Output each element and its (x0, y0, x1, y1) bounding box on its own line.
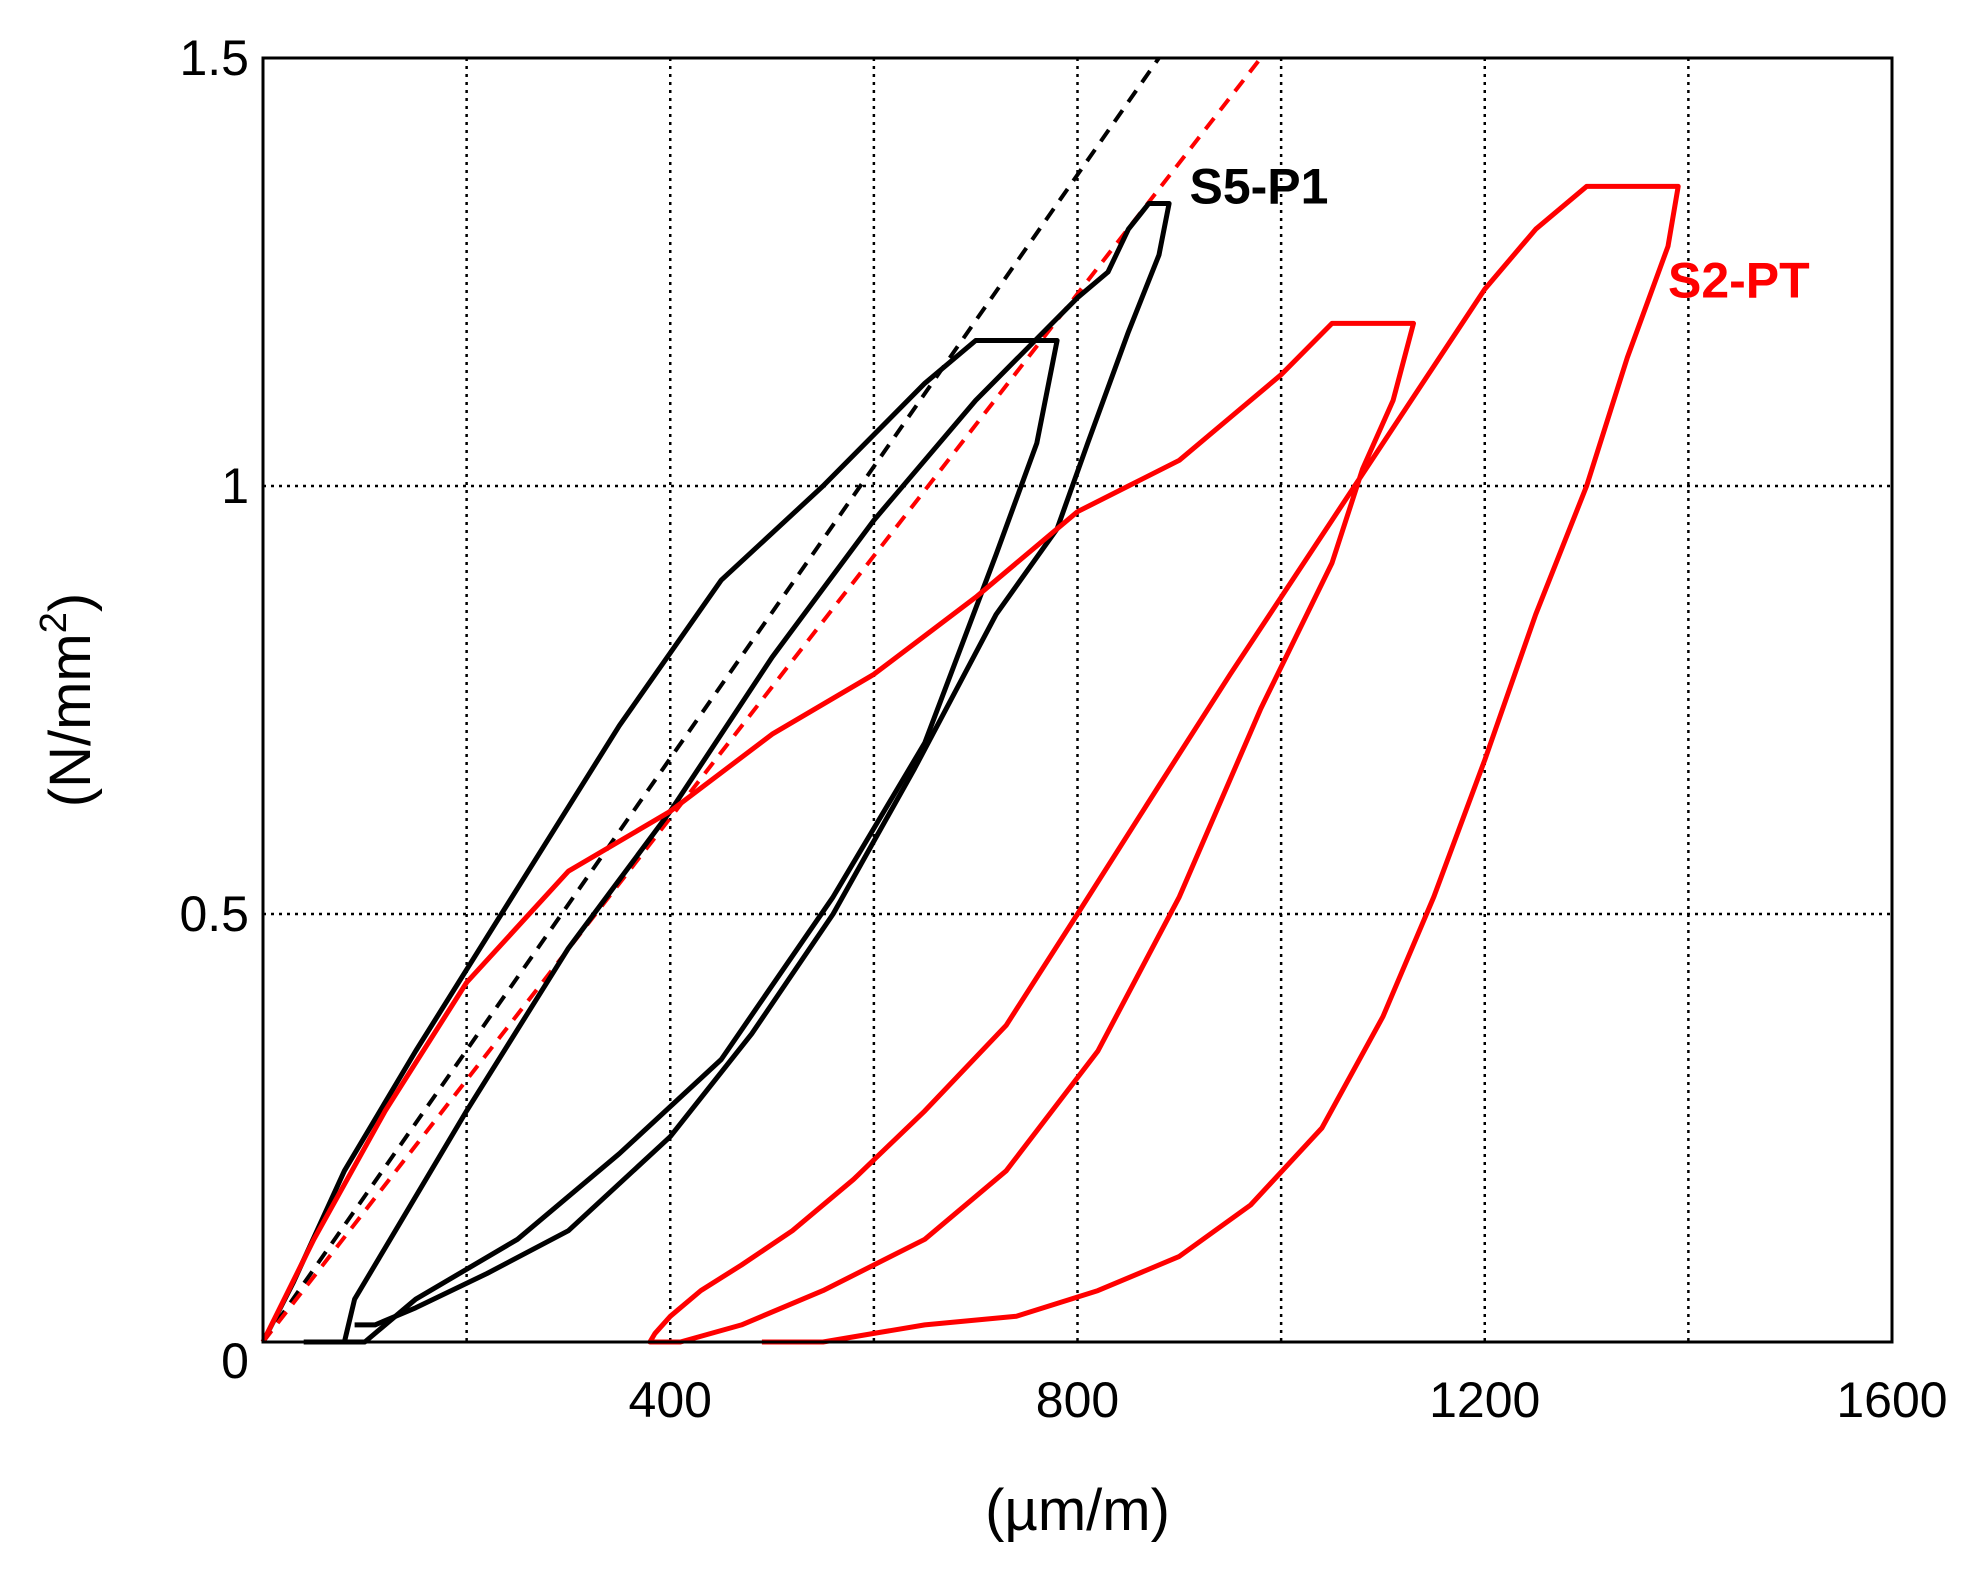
x-axis-title: (µm/m) (985, 1478, 1170, 1543)
series-label-s2-pt: S2-PT (1668, 253, 1810, 309)
y-tick-label-0.5: 0.5 (179, 886, 249, 942)
y-axis-title-unit: (N/mm (38, 633, 103, 807)
x-tick-label-400: 400 (629, 1372, 712, 1428)
x-tick-label-800: 800 (1036, 1372, 1119, 1428)
series-group (260, 183, 1681, 1345)
y-axis-title-close: ) (38, 593, 103, 612)
tick-labels: 0 400 800 1200 1600 0.5 1 1.5 (179, 30, 1947, 1428)
y-axis-title: (N/mm2) (33, 593, 103, 807)
plot-frame (261, 56, 1894, 1344)
x-tick-label-1200: 1200 (1429, 1372, 1540, 1428)
series-labels: S5-P1 S2-PT (1189, 159, 1809, 309)
gridlines (263, 58, 1892, 1342)
series-line-s2-pt-loop-1 (260, 183, 1681, 1345)
x-tick-label-0: 0 (221, 1333, 249, 1389)
fit-lines (261, 56, 1263, 1344)
fit-line-2 (261, 56, 1263, 1344)
series-line-s5-p1-loop-2 (341, 201, 1172, 1343)
y-tick-label-1.5: 1.5 (179, 30, 249, 86)
y-axis-title-exponent: 2 (33, 612, 75, 633)
series-line-s5-p1-loop-1 (260, 338, 1060, 1345)
y-tick-label-1: 1 (221, 458, 249, 514)
series-label-s5-p1: S5-P1 (1189, 159, 1328, 215)
fit-line-1 (261, 56, 1161, 1344)
x-tick-label-1600: 1600 (1836, 1372, 1947, 1428)
